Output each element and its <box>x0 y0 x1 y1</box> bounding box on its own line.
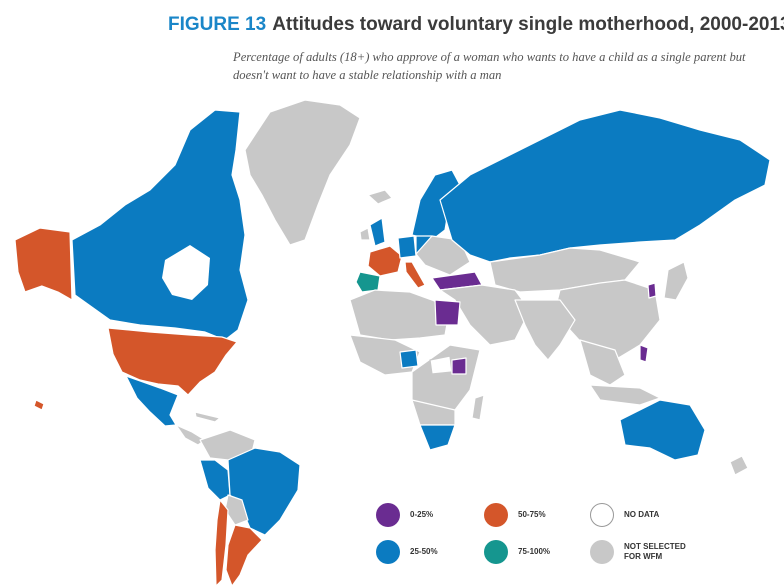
region-spain <box>355 271 381 293</box>
region-hawaii <box>33 399 45 411</box>
legend-swatch-no-data <box>590 503 614 527</box>
legend-swatch-25-50 <box>376 540 400 564</box>
region-greenland <box>244 99 361 246</box>
legend-label: 0-25% <box>410 510 434 519</box>
region-australia <box>619 399 706 461</box>
figure-label: FIGURE 13 <box>168 14 267 35</box>
region-peru <box>199 459 231 501</box>
region-chile <box>214 499 229 586</box>
figure-title-text: Attitudes toward voluntary single mother… <box>272 14 784 35</box>
world-map <box>14 99 771 586</box>
figure-title: FIGURE 13 Attitudes toward voluntary sing… <box>168 14 784 36</box>
legend-item-75-100: 75-100% <box>484 540 598 564</box>
legend-label: 75-100% <box>518 547 551 556</box>
region-iceland <box>367 189 393 205</box>
region-kenya <box>451 357 467 375</box>
legend-swatch-not-selected <box>590 540 614 564</box>
region-indonesia <box>589 384 661 406</box>
legend-item-50-75: 50-75% <box>484 503 598 527</box>
legend-swatch-75-100 <box>484 540 508 564</box>
legend-item-not-selected: NOT SELECTED FOR WFM <box>590 540 704 564</box>
hudson-bay <box>162 245 210 300</box>
legend-item-25-50: 25-50% <box>376 540 490 564</box>
region-madagascar <box>471 394 485 421</box>
legend-label: NO DATA <box>624 510 660 519</box>
region-argentina <box>225 524 263 586</box>
region-southeast-asia <box>579 339 626 386</box>
region-usa <box>107 327 238 396</box>
region-japan <box>663 261 689 301</box>
region-france <box>367 245 403 277</box>
figure-subtitle: Percentage of adults (18+) who approve o… <box>233 50 746 82</box>
region-germany <box>397 235 417 259</box>
region-italy <box>404 261 426 289</box>
region-nigeria <box>399 349 419 369</box>
legend-label: NOT SELECTED FOR WFM <box>624 542 686 561</box>
region-ireland <box>359 227 371 241</box>
region-south-korea <box>647 282 657 299</box>
region-canada <box>71 109 249 341</box>
region-new-zealand <box>729 455 749 476</box>
legend-swatch-0-25 <box>376 503 400 527</box>
region-russia <box>439 109 771 263</box>
legend-label: 50-75% <box>518 510 546 519</box>
region-philippines <box>639 344 649 363</box>
legend-item-0-25: 0-25% <box>376 503 490 527</box>
region-india <box>514 299 576 361</box>
region-south-africa <box>419 424 456 451</box>
region-alaska <box>14 227 73 301</box>
region-caribbean <box>194 411 221 423</box>
legend-label: 25-50% <box>410 547 438 556</box>
legend-item-no-data: NO DATA <box>590 503 704 527</box>
legend-swatch-50-75 <box>484 503 508 527</box>
region-egypt <box>434 299 461 326</box>
region-uk <box>369 217 386 247</box>
